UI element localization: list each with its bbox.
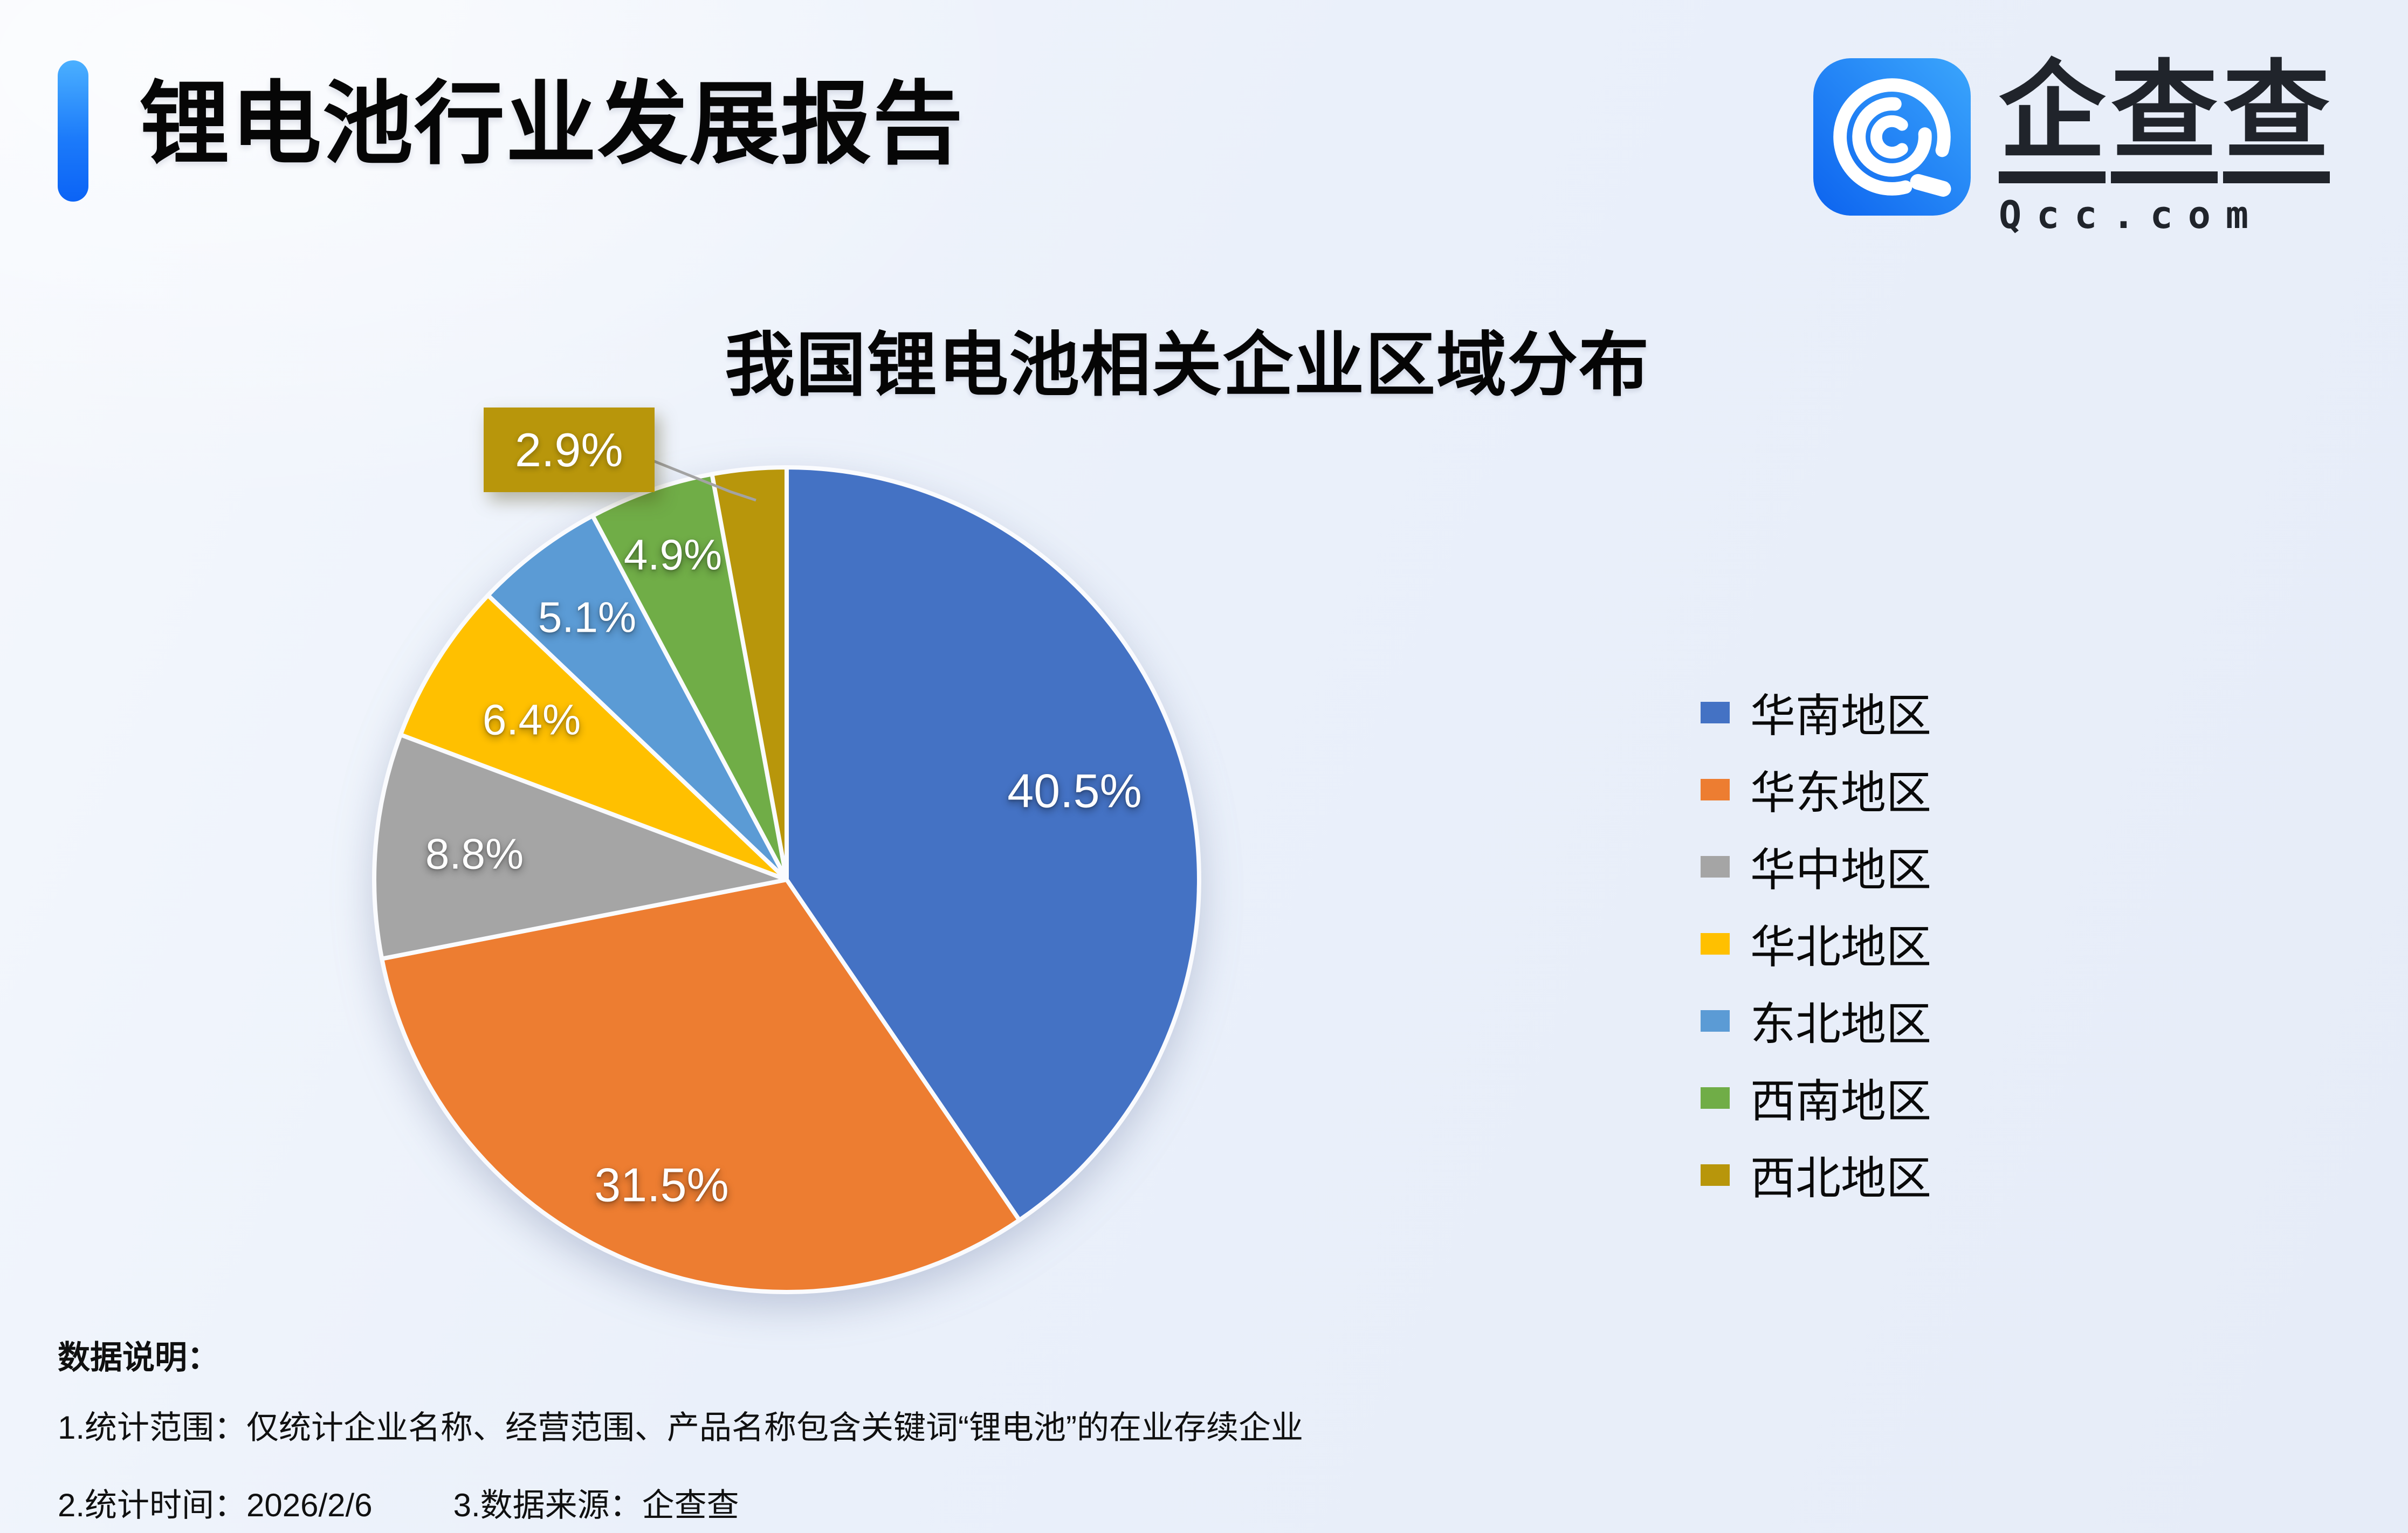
chart-title: 我国锂电池相关企业区域分布 [724,326,1650,404]
legend-swatch [1701,701,1730,723]
legend-swatch [1701,1010,1730,1032]
note-scope: 1.统计范围：仅统计企业名称、经营范围、产品名称包含关键词“锂电池”的在业存续企… [58,1410,1303,1446]
note-source: 3.数据来源：企查查 [453,1487,739,1523]
pie-slice-华北地区 [398,593,789,882]
pie-slices [372,465,1201,1294]
pie-slice-华中地区 [372,733,789,961]
slice-label: 40.5% [1007,764,1142,818]
page-title: 锂电池行业发展报告 [139,73,964,175]
qcc-wordmark: 企 查 查 Qcc.com [1999,58,2335,237]
logo-arcs [1833,78,1951,197]
brand-domain: Qcc.com [1999,193,2264,237]
legend-label: 西南地区 [1750,1076,1932,1127]
qcc-spiral-icon [1813,58,1971,216]
legend-item: 华东地区 [1701,751,1931,828]
callout-leader-line [649,458,756,502]
note-meta: 2.统计时间：2026/2/6 3.数据来源：企查查 [58,1479,820,1526]
pie-slice-西北地区 [710,465,789,882]
legend-swatch [1701,1164,1730,1186]
legend-swatch [1701,933,1730,955]
pie-slice-东北地区 [486,513,789,882]
legend-item: 华南地区 [1701,674,1931,751]
legend-label: 华中地区 [1750,845,1932,895]
legend-swatch [1701,855,1730,878]
slice-label: 4.9% [624,531,722,579]
legend-item: 华北地区 [1701,905,1931,982]
note-date: 2.统计时间：2026/2/6 [58,1487,373,1523]
pie-labels: 40.5% 31.5% 8.8% 6.4% 5.1% 4.9% [425,531,1142,1212]
legend-label: 华北地区 [1750,922,1932,972]
brand-char: 查 [2223,58,2330,183]
chart-legend: 华南地区 华东地区 华中地区 华北地区 东北地区 西南地区 西北地区 [1701,674,1931,1213]
legend-label: 华东地区 [1750,768,1932,818]
pie-chart: 40.5% 31.5% 8.8% 6.4% 5.1% 4.9% [372,458,1201,1294]
legend-label: 华南地区 [1750,690,1932,741]
qcc-logo: 企 查 查 Qcc.com [1813,58,2335,237]
legend-label: 西北地区 [1750,1153,1932,1204]
legend-swatch [1701,778,1730,800]
slice-label: 31.5% [594,1158,729,1212]
brand-char: 企 [1999,58,2106,183]
slice-label: 6.4% [483,696,581,744]
brand-char: 查 [2111,58,2218,183]
legend-item: 西南地区 [1701,1059,1931,1136]
legend-item: 华中地区 [1701,828,1931,905]
callout-label-box: 2.9% [484,408,655,493]
legend-item: 东北地区 [1701,982,1931,1059]
slice-label: 5.1% [538,593,636,641]
legend-swatch [1701,1087,1730,1109]
slice-label: 8.8% [425,830,524,878]
legend-label: 东北地区 [1750,999,1932,1049]
legend-item: 西北地区 [1701,1136,1931,1213]
pie-slice-华东地区 [380,878,1022,1294]
pie-slice-华南地区 [785,465,1201,1223]
brand-name: 企 查 查 [1999,58,2335,183]
notes-heading: 数据说明： [58,1339,219,1376]
title-accent-bar [58,60,88,202]
